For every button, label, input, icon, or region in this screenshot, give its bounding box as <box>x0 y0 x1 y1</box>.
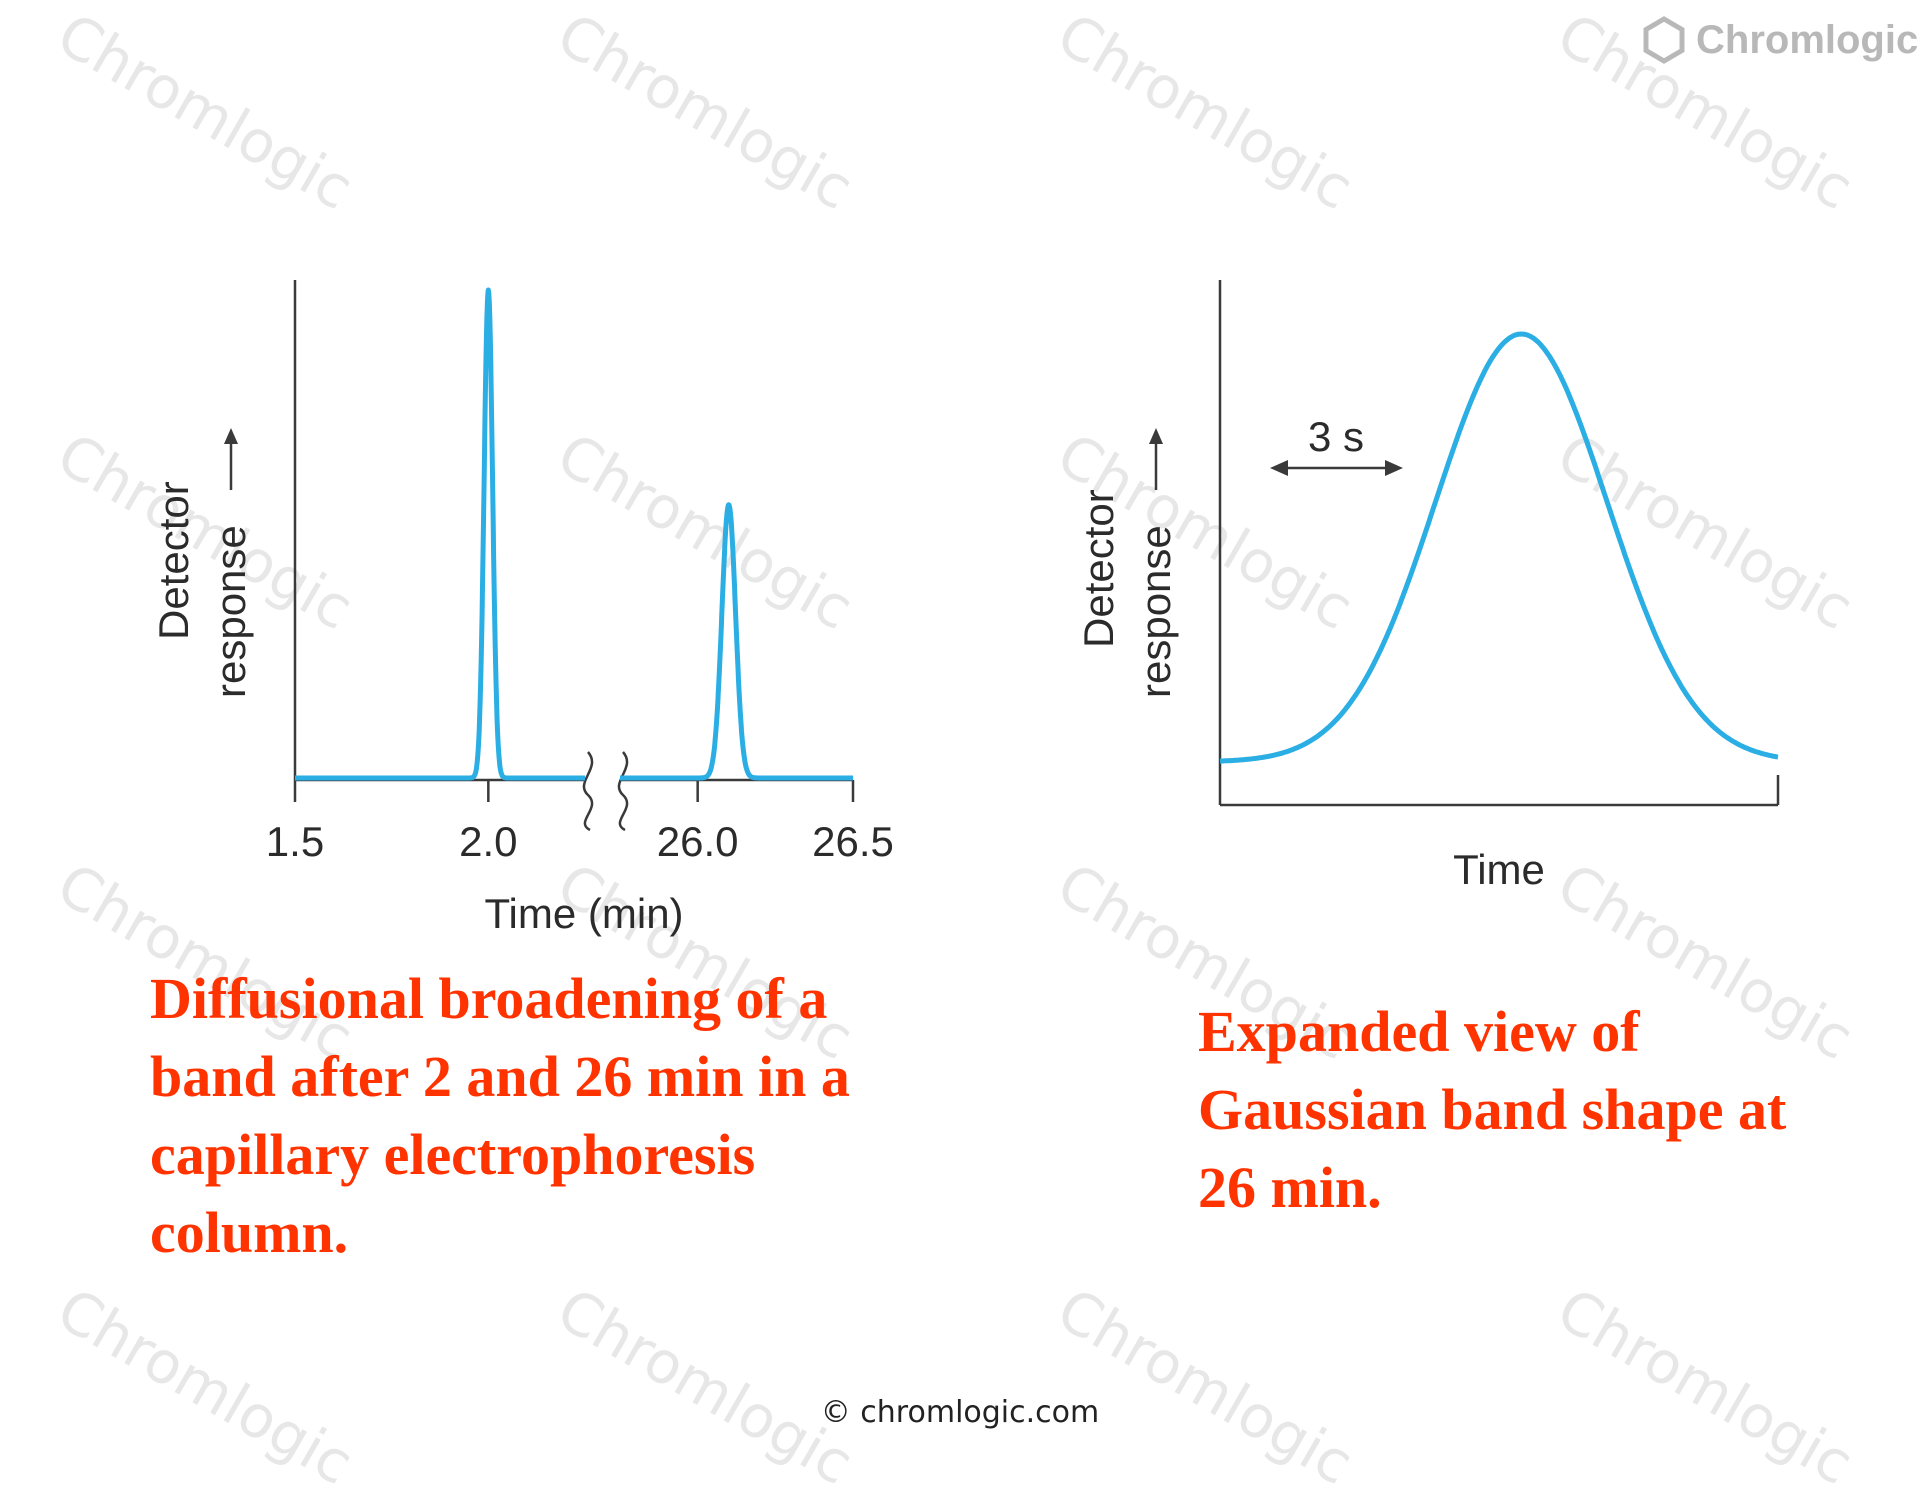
hexagon-logo-icon <box>1643 16 1685 64</box>
arrowhead-left-icon <box>1270 460 1288 476</box>
axis-break-mark-2 <box>617 751 629 832</box>
right-gaussian-band-line <box>1218 331 1780 764</box>
caption-right: Expanded view of Gaussian band shape at … <box>1198 999 1787 1220</box>
left-x-axis-label: Time (min) <box>484 890 683 937</box>
left-y-axis-label: Detector <box>150 481 197 640</box>
arrowhead-right-icon <box>1385 460 1403 476</box>
right-axes <box>1218 280 1780 807</box>
brand-logo: Chromlogic <box>1640 16 1918 64</box>
right-y-arrow-icon <box>1149 428 1163 490</box>
right-y-label-line2: response <box>1132 525 1179 698</box>
left-y-arrow-icon <box>224 428 238 490</box>
width-annotation-label: 3 s <box>1308 413 1364 460</box>
caption-left: Diffusional broadening of a band after 2… <box>150 966 850 1265</box>
left-y-label-line1: Detector <box>150 481 197 640</box>
right-x-axis-label: Time <box>1453 846 1545 893</box>
left-series-line-segment-1 <box>293 287 587 781</box>
left-y-axis-label-2: response <box>207 525 254 698</box>
left-x-tick-label: 2.0 <box>459 818 517 865</box>
width-annotation: 3 s <box>1270 413 1403 476</box>
right-y-axis-label-2: response <box>1132 525 1179 698</box>
left-y-label-line2: response <box>207 525 254 698</box>
brand-name: Chromlogic <box>1696 17 1919 62</box>
right-y-axis-label: Detector <box>1075 489 1122 648</box>
left-x-tick-label: 1.5 <box>266 818 324 865</box>
chart-diffusional-broadening: 1.5 2.0 26.0 26.5 Time (min) Detector respo… <box>150 280 894 937</box>
chart-gaussian-expanded: Time Detector response 3 s <box>1075 280 1780 893</box>
footer-credit: © chromlogic.com <box>820 1395 1100 1430</box>
axis-break-mark-1 <box>582 751 594 832</box>
right-y-label-line1: Detector <box>1075 489 1122 648</box>
left-x-tick-label: 26.5 <box>812 818 894 865</box>
left-x-tick-label: 26.0 <box>657 818 739 865</box>
left-series-line-segment-2 <box>617 502 856 781</box>
